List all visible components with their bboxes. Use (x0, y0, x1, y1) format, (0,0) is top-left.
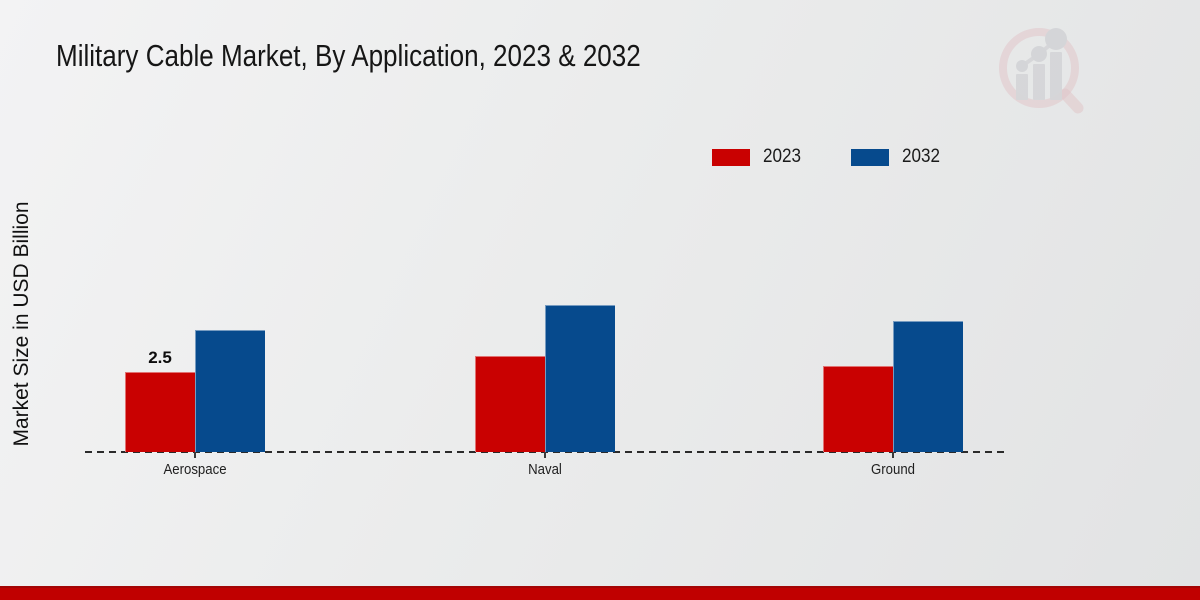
category-label-ground: Ground (871, 461, 916, 478)
bar-2023-aerospace (125, 372, 196, 452)
legend-swatch-2023 (712, 148, 750, 166)
x-axis-tick-naval (544, 452, 546, 458)
bar-2032-aerospace (195, 330, 266, 452)
legend: 2023 2032 (712, 146, 945, 168)
legend-item-2023: 2023 (712, 146, 805, 168)
bar-2023-naval (475, 356, 545, 452)
plot-area: Aerospace Naval Ground 2.5 (85, 150, 1005, 478)
legend-label-2032: 2032 (902, 146, 941, 167)
bar-2023-ground (823, 365, 894, 452)
x-axis-tick-ground (892, 452, 895, 458)
chart-title: Military Cable Market, By Application, 2… (56, 38, 641, 73)
category-label-aerospace: Aerospace (163, 461, 227, 478)
legend-label-2023: 2023 (763, 146, 802, 167)
category-label-naval: Naval (528, 461, 562, 478)
magnifier-bar-chart-watermark-icon (992, 24, 1088, 116)
bar-2032-naval (545, 304, 615, 452)
footer-accent-bar (0, 586, 1200, 600)
legend-swatch-2032 (851, 148, 890, 166)
value-label-aerospace-2023: 2.5 (148, 348, 172, 367)
bar-2032-ground (893, 320, 964, 452)
y-axis-label: Market Size in USD Billion (10, 201, 33, 447)
legend-item-2032: 2032 (851, 146, 944, 168)
x-axis-tick-aerospace (194, 452, 197, 458)
